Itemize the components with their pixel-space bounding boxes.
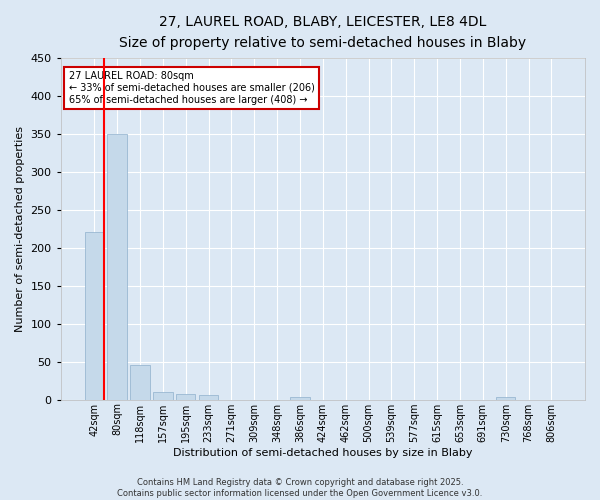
Bar [107,134,127,400]
Bar [176,394,196,400]
Title: 27, LAUREL ROAD, BLABY, LEICESTER, LE8 4DL
Size of property relative to semi-det: 27, LAUREL ROAD, BLABY, LEICESTER, LE8 4… [119,15,526,50]
Y-axis label: Number of semi-detached properties: Number of semi-detached properties [15,126,25,332]
Bar [496,398,515,400]
Text: 27 LAUREL ROAD: 80sqm
← 33% of semi-detached houses are smaller (206)
65% of sem: 27 LAUREL ROAD: 80sqm ← 33% of semi-deta… [68,72,314,104]
Bar [85,232,104,400]
Bar [153,392,173,400]
Bar [130,366,149,400]
X-axis label: Distribution of semi-detached houses by size in Blaby: Distribution of semi-detached houses by … [173,448,473,458]
Bar [290,396,310,400]
Bar [199,395,218,400]
Text: Contains HM Land Registry data © Crown copyright and database right 2025.
Contai: Contains HM Land Registry data © Crown c… [118,478,482,498]
